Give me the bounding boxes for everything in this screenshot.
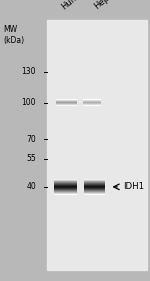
Bar bbox=[47, 20, 147, 270]
Text: 55: 55 bbox=[26, 154, 36, 163]
Bar bbox=[84, 194, 105, 195]
Text: 130: 130 bbox=[21, 67, 36, 76]
Bar bbox=[54, 182, 77, 183]
Bar bbox=[84, 179, 105, 180]
Bar bbox=[54, 185, 77, 186]
Bar bbox=[54, 191, 77, 192]
Bar bbox=[54, 188, 77, 189]
Bar bbox=[54, 182, 77, 183]
Bar bbox=[54, 192, 77, 193]
Bar bbox=[54, 190, 77, 191]
Bar bbox=[54, 189, 77, 190]
Bar bbox=[84, 189, 105, 190]
Bar bbox=[84, 180, 105, 181]
Bar bbox=[84, 185, 105, 186]
Bar bbox=[84, 191, 105, 192]
Bar bbox=[54, 179, 77, 180]
Bar bbox=[54, 191, 77, 192]
Bar bbox=[54, 184, 77, 185]
Bar bbox=[84, 188, 105, 189]
Bar bbox=[54, 186, 77, 187]
Bar bbox=[54, 190, 77, 191]
Text: 70: 70 bbox=[26, 135, 36, 144]
Bar bbox=[84, 192, 105, 193]
Bar bbox=[84, 191, 105, 192]
Bar bbox=[54, 187, 77, 188]
Bar bbox=[54, 183, 77, 184]
Text: 40: 40 bbox=[26, 182, 36, 191]
Bar bbox=[54, 193, 77, 194]
Bar bbox=[84, 188, 105, 189]
Bar bbox=[84, 189, 105, 190]
Bar bbox=[84, 185, 105, 186]
Bar bbox=[84, 187, 105, 188]
Bar bbox=[84, 181, 105, 182]
Bar bbox=[54, 181, 77, 182]
Text: MW
(kDa): MW (kDa) bbox=[3, 25, 24, 46]
Text: IDH1: IDH1 bbox=[123, 182, 144, 191]
Bar bbox=[54, 188, 77, 189]
Bar bbox=[84, 190, 105, 191]
Bar bbox=[84, 193, 105, 194]
Bar bbox=[84, 186, 105, 187]
Bar bbox=[84, 179, 105, 180]
Bar bbox=[84, 190, 105, 191]
Bar bbox=[54, 180, 77, 181]
Bar bbox=[54, 187, 77, 188]
Text: Huh-7: Huh-7 bbox=[59, 0, 85, 11]
Bar bbox=[84, 193, 105, 194]
Bar bbox=[84, 180, 105, 181]
Bar bbox=[54, 193, 77, 194]
Bar bbox=[54, 194, 77, 195]
Bar bbox=[54, 186, 77, 187]
Text: HepG2: HepG2 bbox=[92, 0, 120, 11]
Bar bbox=[54, 184, 77, 185]
Bar bbox=[84, 181, 105, 182]
Bar bbox=[84, 186, 105, 187]
Bar bbox=[84, 184, 105, 185]
Bar bbox=[84, 183, 105, 184]
Bar bbox=[84, 184, 105, 185]
Bar bbox=[84, 187, 105, 188]
Bar bbox=[84, 182, 105, 183]
Bar bbox=[54, 185, 77, 186]
Bar bbox=[54, 189, 77, 190]
Bar bbox=[54, 181, 77, 182]
Text: 100: 100 bbox=[21, 98, 36, 107]
Bar bbox=[54, 180, 77, 181]
Bar bbox=[54, 179, 77, 180]
Bar bbox=[84, 182, 105, 183]
